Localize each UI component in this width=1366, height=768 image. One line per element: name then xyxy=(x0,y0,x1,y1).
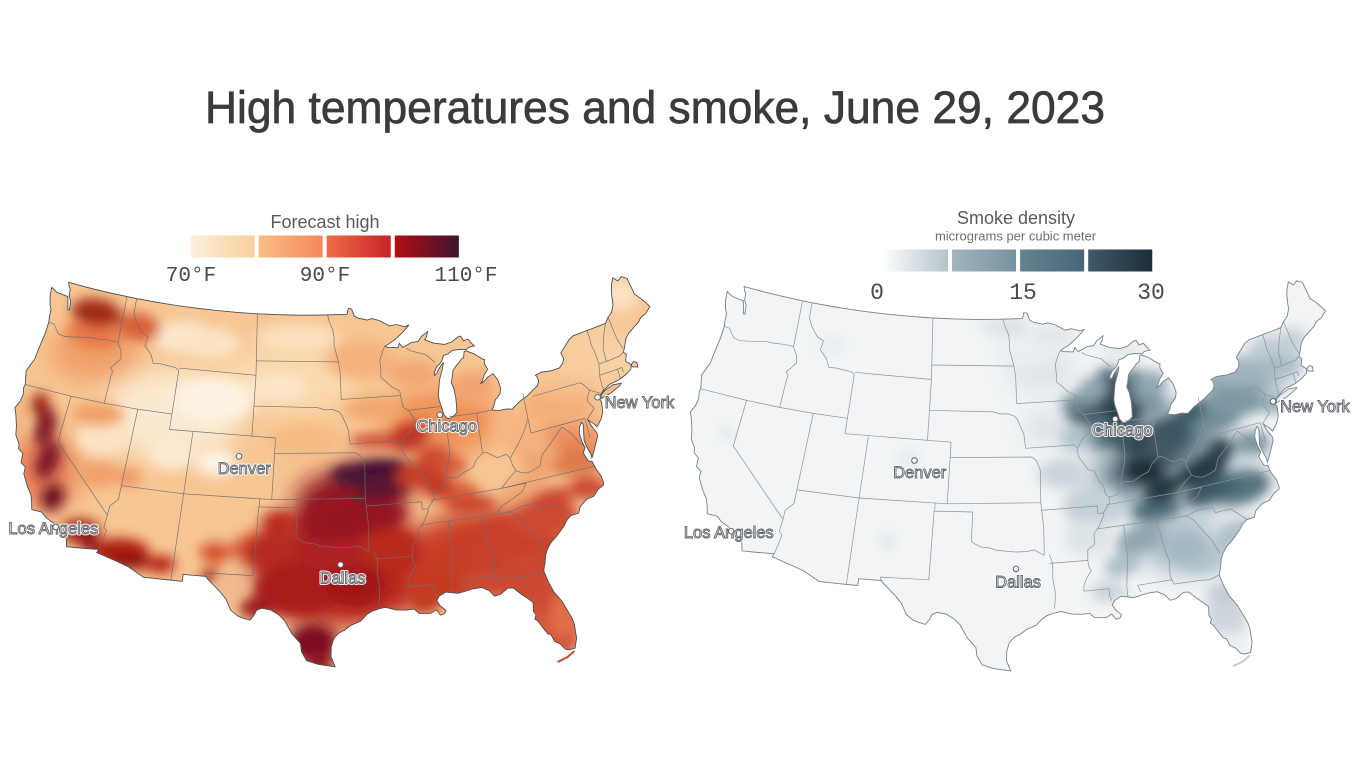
svg-text:Denver: Denver xyxy=(218,460,272,478)
svg-text:micrograms per cubic meter: micrograms per cubic meter xyxy=(935,229,1097,244)
svg-text:Dallas: Dallas xyxy=(320,570,366,588)
svg-text:90°F: 90°F xyxy=(300,265,350,288)
svg-text:Chicago: Chicago xyxy=(417,417,478,435)
svg-text:New York: New York xyxy=(1280,398,1350,416)
svg-text:New York: New York xyxy=(605,394,675,412)
svg-text:Dallas: Dallas xyxy=(995,574,1041,592)
svg-text:Dallas: Dallas xyxy=(320,570,366,588)
svg-text:Denver: Denver xyxy=(893,464,947,482)
svg-text:110°F: 110°F xyxy=(434,265,497,288)
svg-text:New York: New York xyxy=(605,394,675,412)
svg-text:Smoke density: Smoke density xyxy=(957,208,1075,228)
svg-text:30: 30 xyxy=(1137,280,1165,306)
svg-text:70°F: 70°F xyxy=(166,265,216,288)
svg-text:Denver: Denver xyxy=(218,460,272,478)
svg-text:Dallas: Dallas xyxy=(995,574,1041,592)
svg-text:Chicago: Chicago xyxy=(1092,422,1153,440)
svg-text:Chicago: Chicago xyxy=(1092,422,1153,440)
svg-text:0: 0 xyxy=(870,280,884,306)
svg-text:Forecast high: Forecast high xyxy=(270,212,379,232)
svg-text:New York: New York xyxy=(1280,398,1350,416)
svg-text:Chicago: Chicago xyxy=(417,417,478,435)
svg-text:High temperatures and smoke, J: High temperatures and smoke, June 29, 20… xyxy=(205,82,1105,133)
svg-text:Denver: Denver xyxy=(893,464,947,482)
svg-text:15: 15 xyxy=(1009,280,1037,306)
